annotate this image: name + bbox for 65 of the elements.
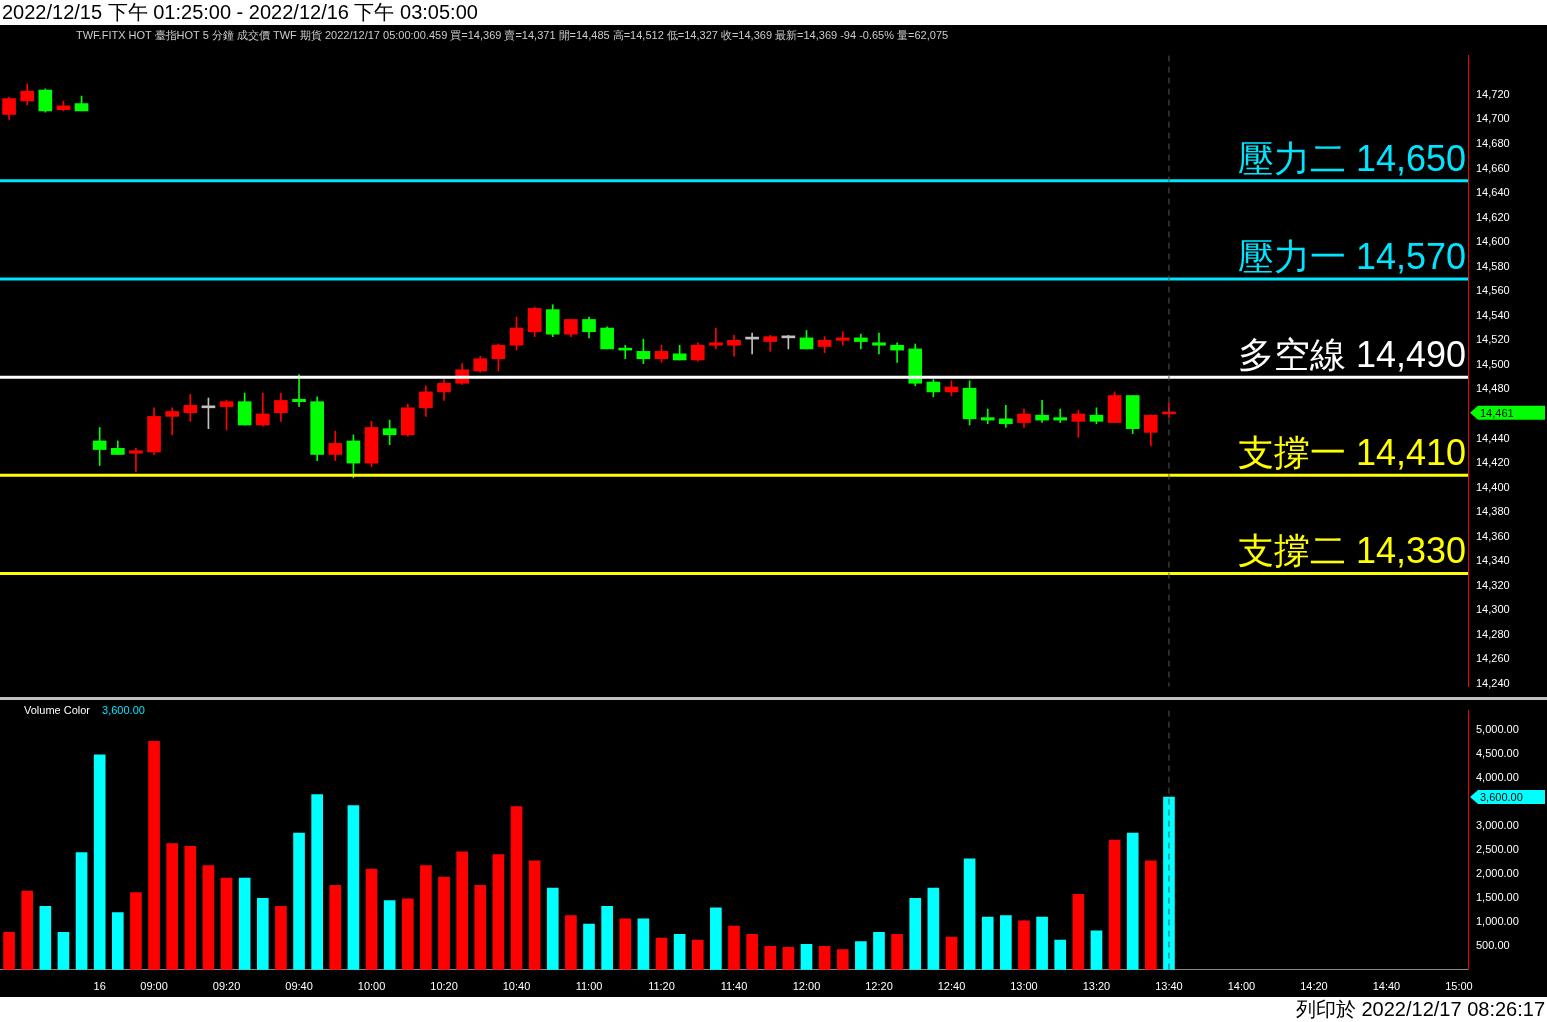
y-tick-label: 1,500.00 xyxy=(1476,890,1519,903)
x-tick-label: 14:40 xyxy=(1372,980,1401,993)
y-tick-label: 14,240 xyxy=(1476,676,1510,689)
x-tick-label: 12:00 xyxy=(792,980,821,993)
y-tick-label: 1,000.00 xyxy=(1476,914,1519,927)
text: 14,461 xyxy=(1480,406,1514,419)
x-tick-label: 11:20 xyxy=(648,980,675,993)
y-tick-label: 14,700 xyxy=(1476,112,1510,125)
x-tick-label: 10:40 xyxy=(502,980,531,993)
ref-line-label: 壓力二 14,650 xyxy=(1237,137,1466,179)
y-tick-label: 14,360 xyxy=(1476,529,1510,542)
y-tick-label: 14,420 xyxy=(1476,456,1510,469)
x-tick-label: 12:20 xyxy=(865,980,893,993)
y-tick-label: 14,520 xyxy=(1476,333,1510,346)
y-tick-label: 2,000.00 xyxy=(1476,866,1519,879)
y-tick-label: 14,660 xyxy=(1476,161,1510,174)
y-tick-label: 14,480 xyxy=(1476,382,1510,395)
ref-line-label: 支撐二 14,330 xyxy=(1237,530,1466,572)
x-tick-label: 09:40 xyxy=(285,980,313,993)
x-tick-label: 16 xyxy=(93,980,106,993)
x-tick-label: 14:00 xyxy=(1227,980,1256,993)
x-tick-label: 09:00 xyxy=(140,980,168,993)
ref-line-label: 壓力一 14,570 xyxy=(1237,235,1466,277)
y-tick-label: 4,500.00 xyxy=(1476,746,1519,759)
y-tick-label: 14,600 xyxy=(1476,235,1510,248)
y-tick-label: 14,620 xyxy=(1476,210,1510,223)
x-tick-label: 13:20 xyxy=(1082,980,1111,993)
y-tick-label: 4,000.00 xyxy=(1476,770,1519,783)
y-tick-label: 14,440 xyxy=(1476,431,1510,444)
ref-line-label: 多空線 14,490 xyxy=(1237,334,1466,376)
annotation: 3,600.00 xyxy=(102,704,145,716)
y-tick-label: 500.00 xyxy=(1476,938,1510,951)
text: 列印於 2022/12/17 08:26:17 xyxy=(1295,998,1545,1020)
x-tick-label: 13:40 xyxy=(1155,980,1183,993)
x-tick-label: 14:20 xyxy=(1300,980,1328,993)
x-tick-label: 12:40 xyxy=(937,980,966,993)
y-tick-label: 14,260 xyxy=(1476,652,1510,665)
chart-subtitle: TWF.FITX HOT 臺指HOT 5 分鐘 成交價 TWF 期貨 2022/12/17 05:00:00.459 買=14,369 賣=14,371 開=14,485 高=14,512 低=14,327 收=14,369 最新=14,369 -94 -0.65% 量=62,075 xyxy=(75,28,950,43)
x-tick-label: 10:20 xyxy=(430,980,458,993)
y-tick-label: 14,580 xyxy=(1476,259,1510,272)
x-tick-label: 15:00 xyxy=(1445,980,1473,993)
y-tick-label: 14,300 xyxy=(1476,603,1510,616)
x-tick-label: 10:00 xyxy=(357,980,386,993)
y-tick-label: 14,500 xyxy=(1476,357,1510,370)
text: 3,600.00 xyxy=(1480,791,1523,804)
y-tick-label: 14,720 xyxy=(1476,87,1510,100)
y-tick-label: 14,540 xyxy=(1476,308,1510,321)
y-tick-label: 14,320 xyxy=(1476,578,1510,591)
y-tick-label: 14,640 xyxy=(1476,186,1510,199)
y-tick-label: 14,400 xyxy=(1476,480,1510,493)
y-tick-label: 14,380 xyxy=(1476,505,1510,518)
y-tick-label: 3,000.00 xyxy=(1476,818,1519,831)
y-tick-label: 14,340 xyxy=(1476,554,1510,567)
y-tick-label: 14,560 xyxy=(1476,284,1510,297)
chart-title: Volume Color xyxy=(24,704,91,716)
y-tick-label: 14,280 xyxy=(1476,627,1510,640)
y-tick-label: 14,680 xyxy=(1476,136,1510,149)
y-tick-label: 5,000.00 xyxy=(1476,722,1519,735)
x-tick-label: 13:00 xyxy=(1010,980,1038,993)
ref-line-label: 支撐一 14,410 xyxy=(1237,432,1466,474)
chart-title: 2022/12/15 下午 01:25:00 - 2022/12/16 下午 03:05:00 xyxy=(0,0,1547,25)
x-tick-label: 11:40 xyxy=(720,980,748,993)
x-tick-label: 09:20 xyxy=(212,980,241,993)
y-tick-label: 2,500.00 xyxy=(1476,842,1519,855)
x-tick-label: 11:00 xyxy=(575,980,603,993)
